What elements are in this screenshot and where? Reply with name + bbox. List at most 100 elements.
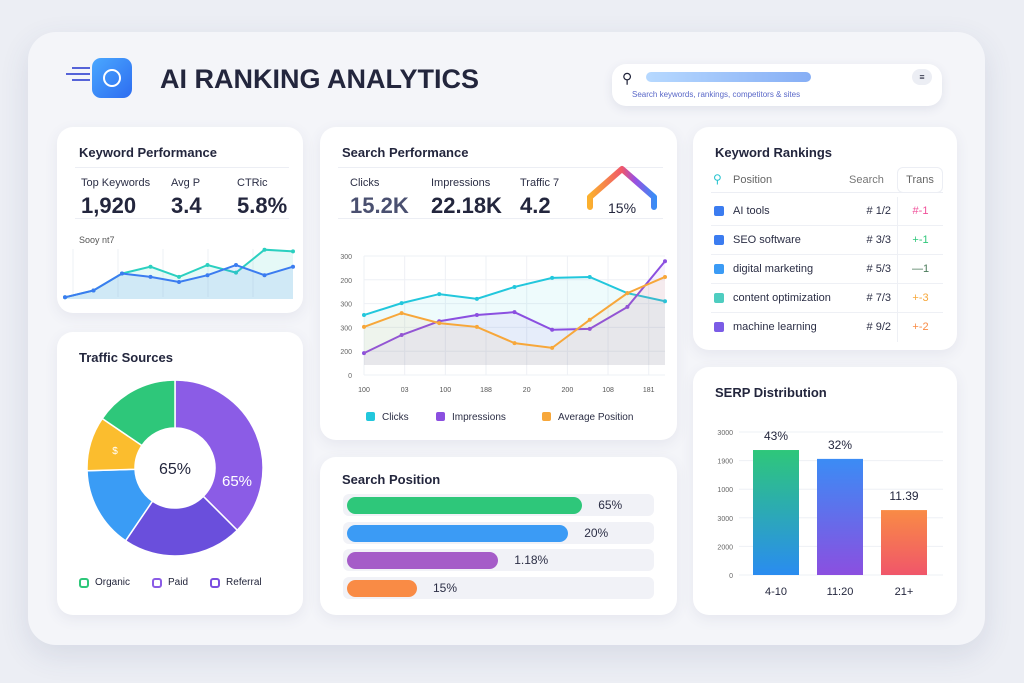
stat-label: CTRic: [237, 177, 268, 189]
ranking-row[interactable]: content optimization # 7/3 +-3: [711, 284, 943, 313]
header-search: Search: [849, 174, 884, 186]
filter-button[interactable]: ≡: [912, 69, 932, 85]
keyword-trend-chart: [63, 247, 295, 300]
data-point: [262, 247, 267, 252]
card-title: Keyword Performance: [79, 145, 217, 160]
stat-0: Top Keywords 1,920: [81, 177, 150, 219]
data-point: [362, 313, 366, 318]
position-bar-track: 15%: [343, 576, 654, 599]
traffic-sources-card: Traffic Sources 65% 65% $ Organic Paid Refer…: [57, 332, 303, 615]
stat-label: Avg P: [171, 177, 201, 189]
stat-2: Traffic 7 4.2: [520, 177, 559, 219]
data-point: [205, 273, 210, 278]
stat-label: Top Keywords: [81, 177, 151, 189]
stat-value: 1,920: [81, 193, 137, 218]
app-title: AI RANKING ANALYTICS: [160, 64, 480, 94]
keyword-name: content optimization: [733, 292, 831, 304]
data-point: [362, 324, 366, 329]
data-point: [625, 291, 630, 296]
card-title: SERP Distribution: [715, 385, 827, 400]
ranking-row[interactable]: digital marketing # 5/3 —1: [711, 255, 943, 284]
legend-label: Average Position: [558, 412, 633, 423]
data-point: [512, 341, 517, 346]
legend-item: Paid: [152, 577, 188, 588]
y-tick-label: 3000: [717, 516, 733, 523]
logo-icon: [92, 58, 132, 98]
search-input[interactable]: [646, 72, 811, 82]
data-point: [587, 317, 592, 322]
serp-bar-chart: 3000 1900 1000 3000 2000 0 43% 4-10 32% 11:20 11.3…: [717, 429, 943, 598]
search-icon: ⚲: [713, 172, 722, 186]
data-point: [91, 288, 96, 293]
gauge-icon: [587, 166, 657, 210]
search-hint: Search keywords, rankings, competitors &…: [632, 90, 801, 99]
position-bar-track: 20%: [343, 521, 654, 544]
data-point: [291, 264, 295, 269]
x-tick-label: 100: [358, 387, 370, 394]
data-point: [362, 351, 366, 356]
data-point: [474, 313, 479, 318]
keyword-name: AI tools: [733, 205, 770, 217]
series-area: [364, 276, 665, 365]
legend-label: Paid: [168, 577, 189, 588]
search-bar[interactable]: ⚲ ≡ Search keywords, rankings, competito…: [612, 64, 942, 106]
ranking-row[interactable]: machine learning # 9/2 +-2: [711, 313, 943, 342]
position-bar-label: 20%: [584, 525, 609, 540]
stat-value: 3.4: [171, 193, 202, 218]
position-bar-label: 1.18%: [514, 553, 549, 567]
position-bar-track: 65%: [343, 494, 654, 516]
serp-bar: [881, 510, 927, 575]
ranking-row[interactable]: AI tools # 1/2 #-1: [711, 197, 943, 226]
stat-label: Traffic 7: [520, 177, 560, 189]
y-tick-label: 300: [340, 302, 352, 309]
search-performance-card: Search Performance 15% 300 200 300 300 200 0 1…: [320, 127, 677, 440]
search-position-card: Search Position 65% 20% 1.18% 15%: [320, 457, 677, 615]
pie-slice: [124, 495, 239, 557]
legend-swatch: [542, 412, 551, 421]
y-tick-label: 2000: [717, 544, 733, 551]
slice-label: 65%: [222, 473, 252, 490]
stat-0: Clicks 15.2K: [350, 177, 409, 219]
card-title: Search Position: [342, 472, 441, 487]
keyword-icon: [714, 206, 724, 216]
y-tick-label: 1000: [717, 487, 733, 494]
data-point: [177, 280, 181, 284]
x-tick-label: 200: [562, 387, 574, 394]
position-bar-fill: [347, 579, 417, 597]
legend-label: Clicks: [382, 412, 409, 423]
data-point: [512, 310, 517, 315]
traffic-donut-chart: 65% 65% $: [86, 379, 264, 557]
serp-bar: [817, 458, 863, 575]
ranking-row[interactable]: SEO software # 3/3 +-1: [711, 226, 943, 255]
legend-swatch: [210, 577, 221, 588]
legend-item: Referral: [210, 577, 262, 588]
position-bar-label: 65%: [598, 498, 623, 512]
y-tick-label: 3000: [717, 430, 733, 437]
legend-item: Organic: [79, 577, 130, 588]
chart-label: Sooy nt7: [79, 235, 115, 245]
y-tick-label: 200: [340, 278, 352, 285]
search-performance-chart: 300 200 300 300 200 0 100 03 100 188 20 200 108 181 Cl…: [340, 254, 667, 423]
data-point: [663, 299, 667, 304]
legend-swatch: [152, 577, 163, 588]
keyword-trend: +-3: [897, 284, 943, 313]
stat-2: CTRic 5.8%: [237, 177, 287, 219]
position-bar-label: 15%: [433, 580, 458, 595]
stat-value: 15.2K: [350, 193, 409, 218]
y-tick-label: 0: [729, 573, 733, 580]
stat-value: 4.2: [520, 193, 551, 218]
center-label: 65%: [159, 461, 191, 478]
legend-swatch: [436, 412, 445, 421]
position-bar-fill: [347, 524, 569, 542]
data-point: [234, 270, 238, 275]
x-tick-label: 100: [440, 387, 452, 394]
y-tick-label: 1900: [717, 459, 733, 466]
x-category-label: 21+: [895, 586, 914, 598]
data-point: [148, 264, 153, 269]
data-point: [663, 259, 667, 264]
keyword-trend: #-1: [897, 197, 943, 226]
bar-value-label: 11.39: [889, 489, 918, 503]
legend-label: Impressions: [452, 412, 506, 423]
data-point: [474, 324, 479, 329]
series-area: [364, 276, 665, 365]
